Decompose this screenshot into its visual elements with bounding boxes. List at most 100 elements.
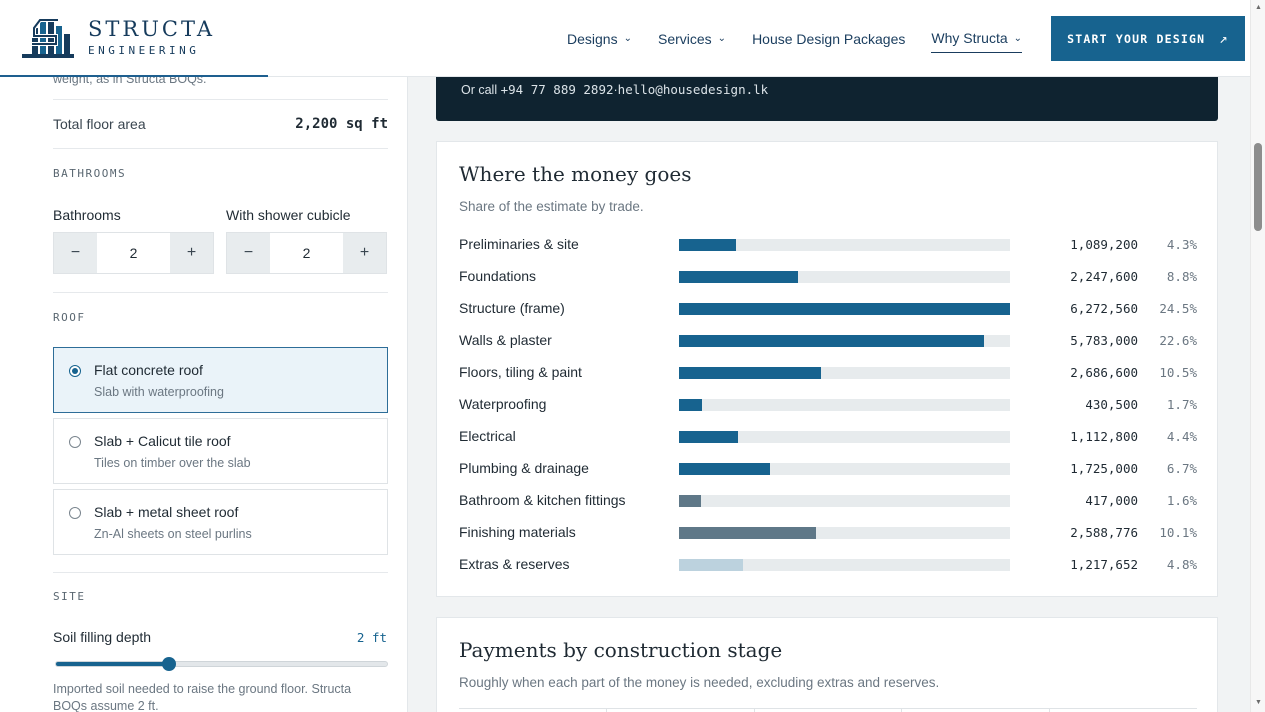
trade-amount: 1,112,800 bbox=[1070, 429, 1138, 444]
trade-bar bbox=[679, 335, 984, 347]
estimate-options-panel: weight, as in Structa BOQs. Total floor … bbox=[0, 72, 408, 712]
trade-amount: 1,725,000 bbox=[1070, 461, 1138, 476]
chevron-down-icon: ⌄ bbox=[623, 33, 632, 44]
trade-percent: 10.5% bbox=[1159, 365, 1197, 380]
table-divider bbox=[606, 709, 607, 712]
start-your-design-button[interactable]: START YOUR DESIGN ↗ bbox=[1051, 16, 1245, 61]
trade-amount: 2,588,776 bbox=[1070, 525, 1138, 540]
bathrooms-value[interactable]: 2 bbox=[97, 233, 170, 273]
roof-option-flat-concrete[interactable]: Flat concrete roof Slab with waterproofi… bbox=[53, 347, 388, 413]
chevron-down-icon: ⌄ bbox=[1013, 32, 1023, 44]
trade-percent: 24.5% bbox=[1159, 301, 1197, 316]
trade-row: Structure (frame) 6,272,560 24.5% bbox=[459, 299, 1197, 319]
roof-option-metal-sheet[interactable]: Slab + metal sheet roof Zn-Al sheets on … bbox=[53, 489, 388, 555]
soil-depth-slider-handle[interactable] bbox=[162, 657, 176, 671]
payments-card-subtitle: Roughly when each part of the money is n… bbox=[459, 675, 940, 690]
floor-area-label: Total floor area bbox=[53, 116, 146, 132]
trade-bar-track bbox=[679, 399, 1010, 411]
trade-bar-track bbox=[679, 527, 1010, 539]
trade-bar bbox=[679, 303, 1010, 315]
trade-name: Structure (frame) bbox=[459, 300, 565, 316]
main-nav: Designs ⌄ Services ⌄ House Design Packag… bbox=[567, 0, 1048, 77]
radio-selected-icon[interactable] bbox=[69, 365, 81, 377]
trade-row: Preliminaries & site 1,089,200 4.3% bbox=[459, 235, 1197, 255]
shower-value[interactable]: 2 bbox=[270, 233, 343, 273]
table-divider bbox=[754, 709, 755, 712]
contact-line: Or call +94 77 889 2892·hello@housedesig… bbox=[461, 82, 768, 97]
trade-amount: 430,500 bbox=[1085, 397, 1138, 412]
brand-logo[interactable]: STRUCTA ENGINEERING bbox=[20, 14, 215, 60]
trade-amount: 5,783,000 bbox=[1070, 333, 1138, 348]
bathrooms-stepper: − 2 + bbox=[53, 232, 214, 274]
shower-increment-button[interactable]: + bbox=[343, 233, 386, 273]
roof-option-calicut-tile[interactable]: Slab + Calicut tile roof Tiles on timber… bbox=[53, 418, 388, 484]
page-scrollbar[interactable]: ▲ ▼ bbox=[1250, 0, 1265, 712]
trade-bar-track bbox=[679, 239, 1010, 251]
bathrooms-section-title: BATHROOMS bbox=[53, 167, 127, 180]
trade-bar bbox=[679, 559, 743, 571]
trade-percent: 4.4% bbox=[1166, 429, 1197, 444]
nav-services-label: Services bbox=[657, 30, 712, 47]
cta-label: START YOUR DESIGN bbox=[1067, 31, 1206, 46]
radio-unselected-icon[interactable] bbox=[69, 507, 81, 519]
radio-unselected-icon[interactable] bbox=[69, 436, 81, 448]
bathrooms-increment-button[interactable]: + bbox=[170, 233, 213, 273]
structa-building-logo-icon bbox=[22, 18, 74, 58]
trade-percent: 10.1% bbox=[1159, 525, 1197, 540]
nav-house-design-packages[interactable]: House Design Packages bbox=[752, 25, 905, 53]
scroll-up-icon[interactable]: ▲ bbox=[1255, 4, 1262, 11]
contact-strip: Or call +94 77 889 2892·hello@housedesig… bbox=[436, 77, 1218, 121]
trade-bar bbox=[679, 527, 816, 539]
trade-name: Preliminaries & site bbox=[459, 236, 579, 252]
trade-bar bbox=[679, 463, 770, 475]
trade-percent: 22.6% bbox=[1159, 333, 1197, 348]
soil-depth-slider[interactable] bbox=[55, 657, 388, 671]
trade-bar-track bbox=[679, 303, 1010, 315]
soil-filling-depth-label: Soil filling depth bbox=[53, 629, 152, 645]
roof-option-subtitle: Zn-Al sheets on steel purlins bbox=[94, 527, 252, 541]
shower-cubicle-stepper: − 2 + bbox=[226, 232, 387, 274]
contact-phone-link[interactable]: +94 77 889 2892 bbox=[500, 82, 614, 97]
shower-decrement-button[interactable]: − bbox=[227, 233, 270, 273]
trade-amount: 1,217,652 bbox=[1070, 557, 1138, 572]
trade-percent: 4.3% bbox=[1166, 237, 1197, 252]
trade-bar bbox=[679, 399, 702, 411]
trade-bar-track bbox=[679, 463, 1010, 475]
scroll-down-icon[interactable]: ▼ bbox=[1255, 699, 1262, 706]
money-card-title: Where the money goes bbox=[459, 162, 692, 186]
trade-name: Electrical bbox=[459, 428, 516, 444]
payments-card: Payments by construction stage Roughly w… bbox=[436, 617, 1218, 712]
trade-row: Floors, tiling & paint 2,686,600 10.5% bbox=[459, 363, 1197, 383]
soil-depth-slider-fill bbox=[56, 662, 169, 666]
roof-option-title: Flat concrete roof bbox=[94, 362, 203, 378]
nav-why-label: Why Structa bbox=[931, 30, 1008, 46]
trade-name: Walls & plaster bbox=[459, 332, 552, 348]
trade-name: Bathroom & kitchen fittings bbox=[459, 492, 626, 508]
scrollbar-thumb[interactable] bbox=[1254, 143, 1262, 231]
trade-name: Extras & reserves bbox=[459, 556, 570, 572]
table-divider bbox=[901, 709, 902, 712]
trade-bar-track bbox=[679, 367, 1010, 379]
roof-option-title: Slab + metal sheet roof bbox=[94, 504, 239, 520]
trade-bar bbox=[679, 431, 738, 443]
bathrooms-decrement-button[interactable]: − bbox=[54, 233, 97, 273]
trade-bar-track bbox=[679, 271, 1010, 283]
contact-email-link[interactable]: hello@housedesign.lk bbox=[617, 82, 769, 97]
trade-bar bbox=[679, 271, 798, 283]
trade-row: Foundations 2,247,600 8.8% bbox=[459, 267, 1197, 287]
trade-name: Foundations bbox=[459, 268, 537, 284]
nav-designs-label: Designs bbox=[567, 30, 618, 47]
header-progress-underline bbox=[0, 75, 268, 77]
nav-designs[interactable]: Designs ⌄ bbox=[567, 25, 632, 53]
trade-bar-track bbox=[679, 495, 1010, 507]
trade-amount: 2,686,600 bbox=[1070, 365, 1138, 380]
trade-row: Waterproofing 430,500 1.7% bbox=[459, 395, 1197, 415]
trade-bar-track bbox=[679, 559, 1010, 571]
nav-services[interactable]: Services ⌄ bbox=[658, 25, 726, 53]
nav-why-structa[interactable]: Why Structa ⌄ bbox=[931, 25, 1023, 53]
arrow-up-right-icon: ↗ bbox=[1219, 30, 1229, 47]
bathrooms-label: Bathrooms bbox=[53, 207, 121, 223]
trade-amount: 417,000 bbox=[1085, 493, 1138, 508]
trade-amount: 2,247,600 bbox=[1070, 269, 1138, 284]
